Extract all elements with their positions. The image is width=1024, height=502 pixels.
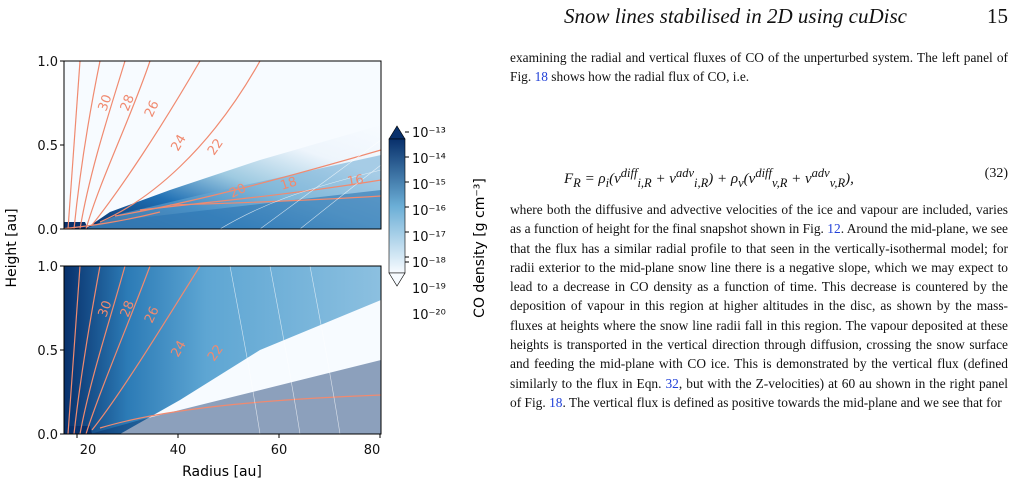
colorbar-tick: 10⁻¹⁴ <box>412 152 446 167</box>
equation-32: FR = ρi(vdiffi,R + vadvi,R) + ρv(vdiffv,… <box>564 166 854 190</box>
contour-label: 24 <box>168 338 189 360</box>
y-tick-label: 0.0 <box>37 428 58 443</box>
x-axis-label: Radius [au] <box>182 464 262 480</box>
colorbar-tick: 10⁻¹⁶ <box>412 204 446 219</box>
contour-label: 18 <box>279 174 299 193</box>
colorbar-tick: 10⁻¹⁵ <box>412 178 446 193</box>
contour-label: 30 <box>96 93 116 114</box>
y-tick-label: 1.0 <box>37 55 58 70</box>
y-axis-label: Height [au] <box>4 208 20 287</box>
eqn32-link[interactable]: 32 <box>665 375 679 391</box>
co-density-figure: 30 28 26 24 22 20 18 16 0.0 0.5 1.0 <box>4 55 488 480</box>
y-tick-label: 0.5 <box>37 344 58 359</box>
main-text-a: where both the diffusive and advective v… <box>510 202 1008 237</box>
contour-label: 16 <box>346 172 365 190</box>
y-tick-label: 1.0 <box>37 260 58 275</box>
contour-label: 20 <box>227 181 248 202</box>
fig12-link[interactable]: 12 <box>827 221 841 237</box>
colorbar-tick: 10⁻²⁰ <box>412 308 446 323</box>
fig18-link[interactable]: 18 <box>549 394 563 410</box>
colorbar: 10⁻¹³ 10⁻¹⁴ 10⁻¹⁵ 10⁻¹⁶ 10⁻¹⁷ 10⁻¹⁸ 10⁻¹… <box>388 125 488 323</box>
y-tick-label: 0.5 <box>37 139 58 154</box>
colorbar-label: CO density [g cm⁻³] <box>472 178 488 318</box>
intro-text: examining the radial and vertical fluxes… <box>510 50 1008 85</box>
paragraph-main: where both the diffusive and advective v… <box>510 200 1008 412</box>
x-tick-label: 40 <box>170 443 187 458</box>
running-title: Snow lines stabilised in 2D using cuDisc <box>564 4 907 28</box>
main-text-d: . The vertical flux is defined as positi… <box>562 394 1002 410</box>
colorbar-tick: 10⁻¹³ <box>412 126 446 141</box>
colorbar-tick: 10⁻¹⁸ <box>412 256 446 271</box>
colorbar-tick: 10⁻¹⁷ <box>412 230 446 245</box>
colorbar-tick: 10⁻¹⁹ <box>412 282 446 297</box>
x-tick-label: 60 <box>271 443 288 458</box>
equation-number: (32) <box>984 166 1008 181</box>
contour-label: 30 <box>96 299 116 320</box>
bottom-panel: 30 28 26 24 22 0.0 0.5 1.0 <box>37 260 382 443</box>
contour-label: 26 <box>142 304 163 325</box>
page-number: 15 <box>987 4 1008 28</box>
top-contour-labels: 30 28 26 24 22 20 18 16 <box>96 93 365 202</box>
main-text-b: . Around the mid-plane, we see that the … <box>510 221 1008 391</box>
fig18-link[interactable]: 18 <box>534 69 548 85</box>
contour-label: 28 <box>118 93 138 114</box>
x-tick-label: 80 <box>364 443 381 458</box>
running-header: Snow lines stabilised in 2D using cuDisc… <box>564 4 1008 29</box>
top-panel: 30 28 26 24 22 20 18 16 0.0 0.5 1.0 <box>37 55 382 238</box>
contour-label: 26 <box>142 98 163 119</box>
contour-label: 28 <box>118 299 138 320</box>
contour-label: 24 <box>168 132 189 154</box>
paragraph-intro: examining the radial and vertical fluxes… <box>510 48 1008 87</box>
x-tick-label: 20 <box>80 443 97 458</box>
bottom-contour-labels: 30 28 26 24 22 <box>96 299 227 365</box>
main-text-c: , but with the Z-velocities) at 60 au sh… <box>510 375 1009 410</box>
y-tick-label: 0.0 <box>37 223 58 238</box>
